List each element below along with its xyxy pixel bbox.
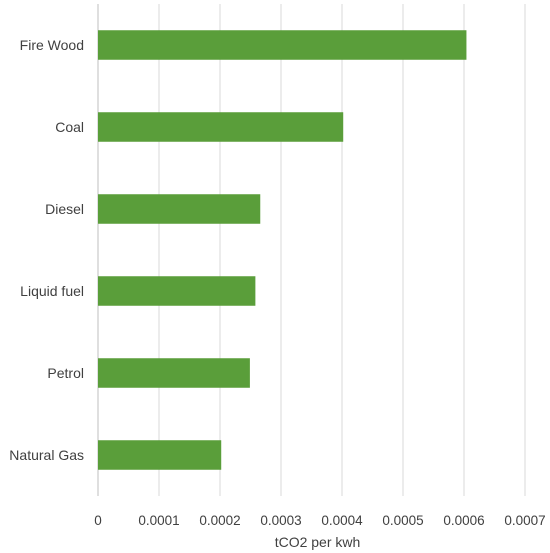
category-label: Coal: [55, 119, 84, 135]
bar: [98, 440, 222, 470]
x-tick-label: 0.0005: [382, 513, 423, 528]
x-tick-label: 0.0002: [199, 513, 240, 528]
category-label: Fire Wood: [20, 37, 84, 53]
gridlines: [97, 4, 526, 496]
bar: [98, 358, 250, 388]
x-axis-title: tCO2 per kwh: [275, 534, 361, 550]
x-tick-label: 0: [94, 513, 102, 528]
x-tick-label: 0.0007: [504, 513, 545, 528]
bar: [98, 112, 344, 142]
bar: [98, 276, 256, 306]
x-tick-label: 0.0006: [443, 513, 484, 528]
bars: [98, 30, 467, 470]
category-labels: Fire Wood Coal Diesel Liquid fuel Petrol Natu…: [9, 37, 84, 463]
category-label: Natural Gas: [9, 447, 84, 463]
x-tick-label: 0.0003: [260, 513, 301, 528]
x-tick-labels: 0 0.0001 0.0002 0.0003 0.0004 0.0005 0.0006 0.0…: [94, 513, 545, 528]
category-label: Liquid fuel: [20, 283, 84, 299]
x-tick-label: 0.0004: [321, 513, 363, 528]
bar: [98, 30, 467, 60]
category-label: Diesel: [45, 201, 84, 217]
bar: [98, 194, 261, 224]
x-tick-label: 0.0001: [138, 513, 179, 528]
category-label: Petrol: [47, 365, 84, 381]
